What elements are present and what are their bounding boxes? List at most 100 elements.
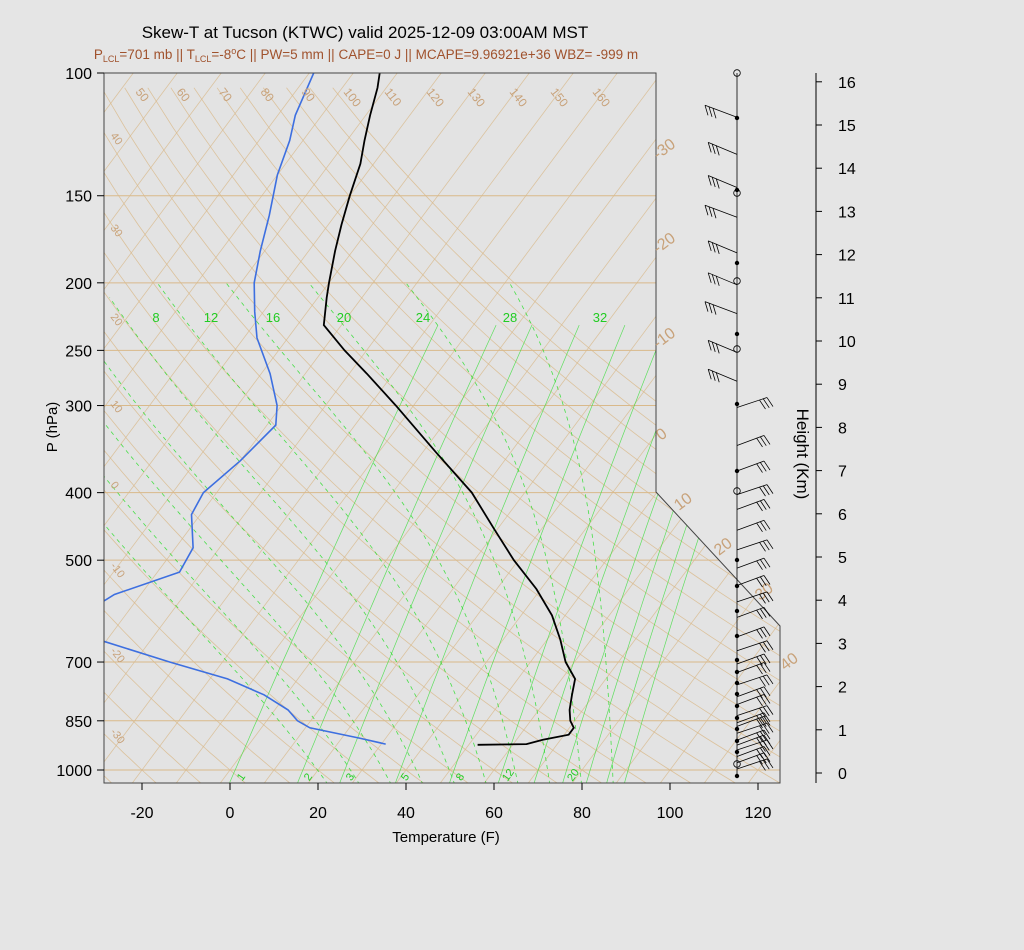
isotherm-line [746, 73, 780, 783]
wind-barb-staff [736, 435, 765, 446]
dewpoint-line [104, 73, 386, 745]
wind-barbs [704, 69, 774, 779]
wind-barb-feather [756, 732, 763, 742]
y-tick-label: 150 [65, 189, 92, 206]
wind-barb-staff [736, 715, 765, 727]
wind-barb-feather [763, 626, 771, 637]
wind-barb-feather [766, 705, 774, 715]
isotherm-line [104, 73, 310, 783]
wind-barb-feather [756, 748, 763, 759]
wind-barb-feather [711, 242, 716, 253]
mixing-ratio-line [533, 324, 697, 783]
wind-station-marker [734, 703, 740, 709]
wind-barb-feather [704, 105, 709, 116]
wind-barb-staff [736, 626, 765, 638]
moist-adiabat [509, 282, 614, 783]
dry-adiabat [104, 87, 204, 783]
wind-barb-feather [762, 759, 770, 770]
wind-barb-feather [704, 301, 709, 312]
dry-adiabat [104, 87, 516, 783]
wind-barb-feather [762, 641, 770, 652]
wind-barb-feather [759, 695, 767, 705]
wind-barb-feather [756, 696, 763, 707]
y-tick-label: 100 [65, 66, 92, 83]
wind-barb-staff [736, 712, 765, 724]
wind-barb-feather [759, 713, 767, 724]
wind-barb-feather [759, 677, 766, 687]
wind-barb-feather [708, 106, 713, 117]
wind-barb-staff [708, 142, 738, 155]
wind-barb-staff [736, 539, 768, 551]
dry-adiabat [286, 87, 780, 783]
dry-adiabat [104, 87, 780, 783]
y-tick-label: 250 [65, 343, 92, 360]
moist-adiabat-label: 2 [302, 771, 315, 783]
height-tick-label: 0 [838, 766, 847, 783]
x-axis-label: Temperature (F) [392, 829, 500, 846]
wind-barb-feather [759, 707, 766, 718]
wind-barb-feather [759, 663, 767, 674]
wind-barb-feather [707, 272, 712, 283]
isotherm-line [658, 73, 780, 783]
dry-adiabat [104, 87, 560, 783]
wind-barb-feather [715, 243, 720, 255]
wind-barb-staff [736, 460, 765, 472]
mixing-ratio-label: 16 [266, 310, 280, 325]
wind-barb-staff [708, 175, 738, 188]
wind-station-marker [734, 331, 740, 337]
chart-title: Skew-T at Tucson (KTWC) valid 2025-12-09… [142, 23, 589, 42]
wind-barb-feather [759, 747, 767, 757]
wind-barb-staff [736, 746, 765, 757]
wind-barb-feather [756, 577, 763, 588]
moist-adiabat-label: 12 [500, 767, 517, 784]
wind-barb-feather [756, 737, 763, 747]
wind-barb-feather [759, 655, 767, 665]
mixing-ratio-label: 32 [593, 310, 607, 325]
wind-barb-feather [763, 694, 771, 704]
mixing-ratio-label: 20 [337, 310, 351, 325]
dry-adiabat [104, 87, 650, 783]
wind-barb-staff [708, 368, 738, 382]
wind-station-marker [734, 401, 740, 407]
wind-barb-feather [715, 275, 720, 286]
wind-barb-feather [762, 540, 770, 551]
mixing-ratio-label: 12 [204, 310, 218, 325]
wind-barb-feather [766, 397, 774, 407]
wind-barb-feather [759, 594, 766, 604]
wind-barb-feather [766, 640, 774, 650]
wind-barb-feather [763, 607, 771, 617]
isotherm-label-right: 10 [671, 490, 696, 514]
y-tick-label: 500 [65, 553, 92, 570]
wind-barb-feather [759, 731, 767, 741]
wind-barb-feather [756, 629, 763, 639]
isotherm-line [104, 73, 574, 783]
wind-barb-feather [763, 734, 771, 745]
dry-adiabat [104, 87, 159, 783]
wind-barb-feather [759, 717, 767, 727]
dry-adiabat [239, 87, 780, 783]
moist-adiabat [104, 384, 361, 783]
wind-barb-feather [763, 746, 771, 756]
height-tick-label: 10 [838, 334, 856, 351]
temperature-line [322, 73, 577, 746]
wind-barb-feather [762, 485, 770, 496]
moist-adiabat-label: 1 [235, 771, 248, 783]
wind-barb-feather [715, 372, 720, 383]
wind-barb-staff [704, 204, 738, 218]
dry-adiabat [104, 87, 780, 783]
wind-barb-feather [756, 664, 763, 675]
wind-barb-staff [736, 722, 768, 734]
wind-station-marker [733, 189, 741, 197]
wind-barb-feather [756, 689, 763, 699]
wind-barb-staff [736, 662, 765, 673]
height-tick-label: 5 [838, 550, 847, 567]
wind-station-marker [734, 557, 740, 563]
wind-barb-feather [756, 755, 763, 765]
wind-barb-feather [756, 715, 763, 725]
wind-barb-feather [708, 303, 713, 314]
wind-station-marker [734, 749, 740, 755]
mixing-ratio-line [497, 324, 667, 783]
moist-adiabat [225, 282, 519, 783]
isotherm-line [130, 73, 662, 783]
